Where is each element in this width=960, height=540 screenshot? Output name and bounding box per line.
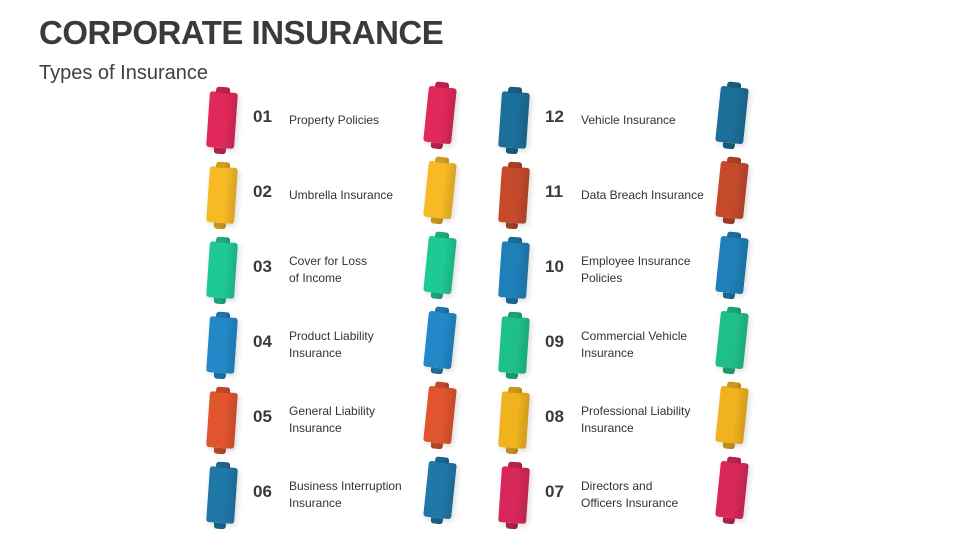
ribbon-icon bbox=[715, 85, 749, 145]
item-number: 06 bbox=[253, 482, 272, 501]
item-label: Product Liability Insurance bbox=[289, 329, 374, 360]
item-number: 10 bbox=[545, 257, 564, 276]
item-label: Professional Liability Insurance bbox=[581, 404, 691, 435]
ribbon-icon bbox=[206, 166, 238, 224]
insurance-item: 04 Product Liability Insurance bbox=[200, 310, 500, 380]
insurance-item: 06 Business Interruption Insurance bbox=[200, 460, 500, 530]
item-label: Employee Insurance Policies bbox=[581, 254, 691, 285]
ribbon-icon bbox=[423, 460, 457, 520]
item-number: 01 bbox=[253, 107, 272, 126]
item-number: 11 bbox=[545, 182, 563, 201]
ribbon-icon bbox=[498, 91, 530, 149]
ribbon-icon bbox=[498, 391, 530, 449]
item-label: Umbrella Insurance bbox=[289, 187, 394, 202]
item-label: Vehicle Insurance bbox=[581, 112, 676, 127]
item-label: Business Interruption Insurance bbox=[289, 479, 402, 510]
item-label: Commercial Vehicle Insurance bbox=[581, 329, 688, 360]
ribbon-icon bbox=[206, 466, 238, 524]
ribbon-icon bbox=[423, 235, 457, 295]
item-number: 07 bbox=[545, 482, 564, 501]
insurance-item: 02 Umbrella Insurance bbox=[200, 160, 500, 230]
insurance-item: 07 Directors and Officers Insurance bbox=[492, 460, 792, 530]
ribbon-icon bbox=[423, 310, 457, 370]
item-number: 12 bbox=[545, 107, 564, 126]
ribbon-icon bbox=[423, 385, 457, 445]
ribbon-icon bbox=[715, 385, 749, 445]
item-number: 02 bbox=[253, 182, 272, 201]
ribbon-icon bbox=[498, 241, 530, 299]
slide-title: CORPORATE INSURANCE bbox=[39, 14, 444, 51]
ribbon-icon bbox=[715, 460, 749, 520]
item-label: Property Policies bbox=[289, 112, 380, 127]
item-number: 09 bbox=[545, 332, 564, 351]
insurance-item: 09 Commercial Vehicle Insurance bbox=[492, 310, 792, 380]
insurance-item: 11 Data Breach Insurance bbox=[492, 160, 792, 230]
ribbon-icon bbox=[423, 160, 457, 220]
item-label: Cover for Loss of Income bbox=[289, 254, 368, 285]
ribbon-icon bbox=[423, 85, 457, 145]
item-number: 05 bbox=[253, 407, 272, 426]
ribbon-icon bbox=[715, 310, 749, 370]
ribbon-icon bbox=[498, 166, 530, 224]
slide-subtitle: Types of Insurance bbox=[39, 62, 208, 84]
item-number: 08 bbox=[545, 407, 564, 426]
insurance-item: 10 Employee Insurance Policies bbox=[492, 235, 792, 305]
ribbon-icon bbox=[498, 466, 530, 524]
ribbon-icon bbox=[206, 91, 238, 149]
ribbon-icon bbox=[206, 316, 238, 374]
insurance-item: 08 Professional Liability Insurance bbox=[492, 385, 792, 455]
item-label: General Liability Insurance bbox=[289, 404, 376, 435]
item-number: 04 bbox=[253, 332, 272, 351]
ribbon-icon bbox=[498, 316, 530, 374]
item-label: Data Breach Insurance bbox=[581, 187, 704, 202]
insurance-item: 05 General Liability Insurance bbox=[200, 385, 500, 455]
insurance-item: 03 Cover for Loss of Income bbox=[200, 235, 500, 305]
ribbon-icon bbox=[206, 391, 238, 449]
insurance-item: 12 Vehicle Insurance bbox=[492, 85, 792, 155]
ribbon-icon bbox=[206, 241, 238, 299]
item-number: 03 bbox=[253, 257, 272, 276]
ribbon-icon bbox=[715, 160, 749, 220]
ribbon-icon bbox=[715, 235, 749, 295]
item-label: Directors and Officers Insurance bbox=[581, 479, 679, 510]
insurance-item: 01 Property Policies bbox=[200, 85, 500, 155]
